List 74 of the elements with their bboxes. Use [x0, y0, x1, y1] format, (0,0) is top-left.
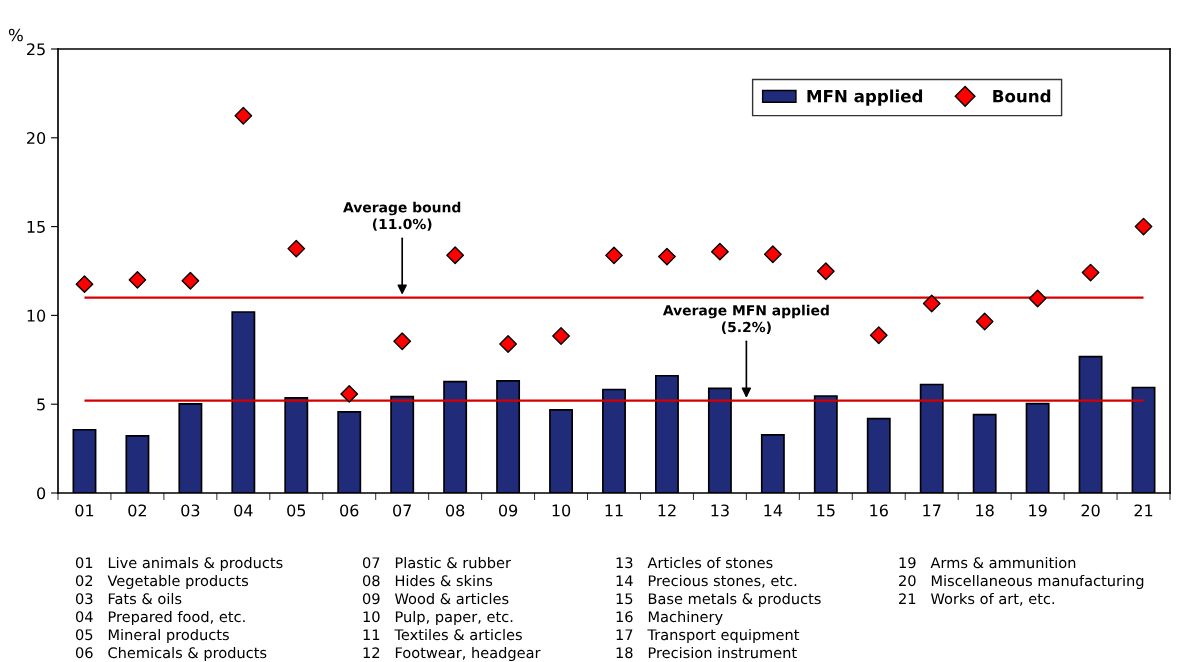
x-tick-label: 07: [393, 504, 411, 517]
x-tick-label: 17: [923, 504, 941, 517]
text: 21 Works of art, etc.: [899, 592, 1055, 606]
point: [499, 335, 518, 353]
point: [922, 294, 941, 313]
point: [1134, 217, 1153, 236]
point: [552, 327, 570, 345]
text: 09 Wood & articles: [362, 592, 509, 605]
text: 06 Chemicals & products: [75, 646, 267, 662]
y-tick-label: 5: [37, 398, 45, 411]
x-tick-label: 21: [1134, 504, 1153, 517]
legend-label: Bound: [993, 89, 1051, 103]
text: 15 Base metals & products: [616, 592, 821, 608]
x-tick-label: 18: [976, 504, 994, 517]
y-tick-label: 0: [37, 487, 46, 500]
text: 10 Pulp, paper, etc.: [363, 610, 513, 626]
x-tick-label: 13: [711, 504, 729, 517]
point: [1028, 289, 1047, 308]
point: [1081, 263, 1100, 282]
point: [75, 275, 94, 294]
point: [393, 332, 412, 351]
text: 07 Plastic & rubber: [362, 556, 511, 569]
ref-line-label: Average bound (11.0%): [343, 201, 461, 231]
text: 04 Prepared food, etc.: [75, 610, 245, 626]
text: 01 Live animals & products: [75, 556, 283, 572]
x-tick-label: 14: [764, 504, 783, 517]
point: [763, 245, 782, 264]
text: 02 Vegetable products: [75, 574, 249, 590]
x-tick-label: 04: [234, 504, 253, 517]
point: [605, 246, 623, 265]
point: [287, 239, 306, 258]
x-tick-label: 16: [870, 504, 888, 517]
text: 13 Articles of stones: [616, 556, 773, 569]
y-axis-title: %: [8, 28, 23, 42]
point: [340, 384, 359, 403]
point: [658, 247, 676, 266]
text: 16 Machinery: [616, 610, 723, 626]
text: 05 Mineral products: [75, 628, 229, 644]
y-tick-label: 10: [27, 309, 46, 322]
x-tick-label: 12: [658, 504, 676, 517]
x-tick-label: 09: [498, 504, 518, 517]
x-tick-label: 15: [817, 504, 835, 517]
x-tick-label: 08: [446, 504, 465, 517]
text: 08 Hides & skins: [362, 574, 493, 587]
x-tick-label: 19: [1029, 504, 1047, 517]
point: [446, 246, 465, 265]
y-tick-label: 15: [27, 221, 45, 233]
text: 20 Miscellaneous manufacturing: [899, 574, 1144, 590]
point: [710, 242, 729, 261]
text: 11 Textiles & articles: [363, 628, 522, 641]
text: 17 Transport equipment: [616, 628, 800, 644]
point: [816, 262, 835, 281]
x-tick-label: 10: [552, 504, 571, 517]
x-tick-label: 11: [605, 504, 623, 517]
y-tick-label: 25: [27, 43, 45, 56]
point: [869, 326, 888, 345]
text: 14 Precious stones, etc.: [616, 574, 797, 588]
x-tick-label: 03: [181, 504, 200, 517]
x-tick-label: 02: [128, 504, 146, 517]
x-tick-label: 01: [75, 504, 94, 517]
text: 18 Precision instrument: [616, 646, 797, 659]
text: 19 Arms & ammunition: [899, 556, 1076, 569]
point: [128, 270, 147, 289]
legend-label: MFN applied: [807, 89, 923, 106]
point: [234, 106, 253, 125]
x-tick-label: 20: [1081, 504, 1100, 517]
point: [975, 312, 994, 331]
text: 12 Footwear, headgear: [363, 646, 541, 662]
ref-line-label: Average MFN applied (5.2%): [662, 304, 829, 334]
point: [181, 271, 200, 290]
x-tick-label: 06: [340, 504, 359, 517]
y-tick-label: 20: [27, 132, 46, 145]
text: 03 Fats & oils: [75, 592, 182, 605]
x-tick-label: 05: [287, 504, 306, 517]
